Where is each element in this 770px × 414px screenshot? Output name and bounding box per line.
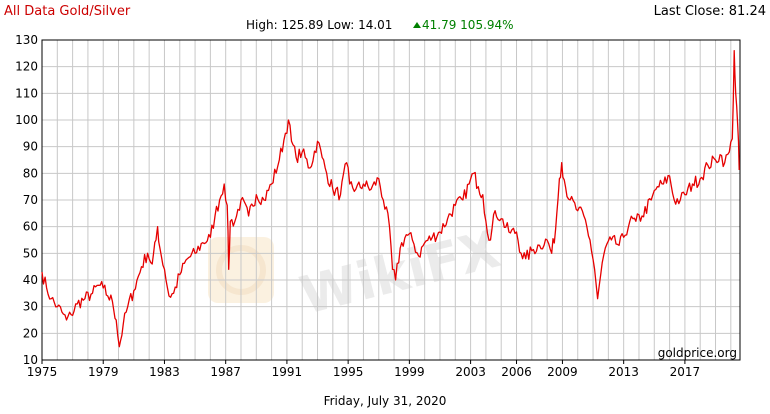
- chart-title: All Data Gold/Silver: [4, 4, 131, 19]
- high-low-text: High: 125.89 Low: 14.01: [246, 18, 392, 32]
- y-tick-label: 10: [23, 353, 38, 367]
- y-tick-label: 100: [15, 113, 38, 127]
- date-label: Friday, July 31, 2020: [324, 394, 447, 408]
- series-line-gold-silver-ratio: [41, 50, 740, 348]
- up-arrow-icon: [413, 22, 421, 28]
- last-close: Last Close: 81.24: [654, 4, 766, 19]
- x-tick-label: 1987: [210, 365, 241, 379]
- y-tick-label: 120: [15, 60, 38, 74]
- y-tick-label: 40: [23, 273, 38, 287]
- x-tick-label: 2006: [501, 365, 532, 379]
- x-tick-label: 2017: [670, 365, 701, 379]
- y-tick-label: 60: [23, 220, 38, 234]
- source-label: goldprice.org: [658, 346, 737, 360]
- y-tick-label: 70: [23, 193, 38, 207]
- plot-frame: [41, 39, 741, 361]
- y-tick-label: 30: [23, 300, 38, 314]
- y-tick-label: 90: [23, 140, 38, 154]
- x-tick-label: 1991: [272, 365, 303, 379]
- y-axis: 10 20 30 40 50 60 70 80 90 100 110 120 130: [15, 33, 38, 367]
- x-tick-label: 1979: [88, 365, 119, 379]
- x-tick-label: 2003: [455, 365, 486, 379]
- x-tick-label: 2009: [547, 365, 578, 379]
- watermark: WikiFX: [208, 219, 506, 327]
- x-tick-label: 1999: [394, 365, 425, 379]
- grid: [41, 39, 740, 361]
- y-tick-label: 80: [23, 166, 38, 180]
- change-text: 41.79 105.94%: [422, 18, 514, 32]
- x-axis: 1975 1979 1983 1987 1991 1995 1999 2003 2006 2009…: [27, 360, 700, 379]
- x-tick-label: 1983: [149, 365, 180, 379]
- x-tick-label: 1975: [27, 365, 58, 379]
- y-tick-label: 130: [15, 33, 38, 47]
- x-tick-label: 2013: [608, 365, 639, 379]
- y-tick-label: 110: [15, 86, 38, 100]
- stats-line: High: 125.89 Low: 14.01 41.79 105.94%: [246, 18, 514, 32]
- y-tick-label: 50: [23, 246, 38, 260]
- y-tick-label: 20: [23, 326, 38, 340]
- watermark-text: WikiFX: [294, 219, 506, 326]
- x-tick-label: 1995: [333, 365, 364, 379]
